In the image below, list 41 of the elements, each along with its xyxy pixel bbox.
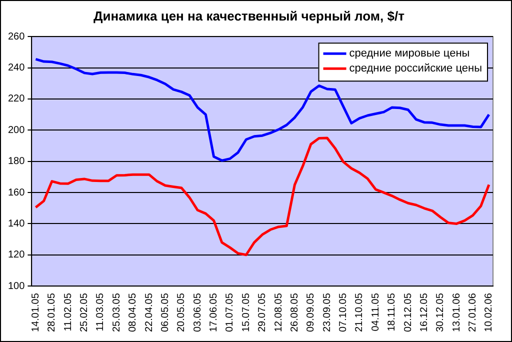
x-tick-label: 15.07.05 [240,292,252,332]
x-tick-label: 25.02.05 [79,292,90,332]
y-tick-label: 200 [8,124,26,136]
y-tick-label: 100 [8,280,26,292]
y-tick-label: 180 [8,156,26,168]
x-tick-label: 08.04.05 [128,292,139,332]
y-tick-label: 240 [8,62,26,74]
x-tick-label: 27.01.06 [468,292,479,332]
y-tick-label: 120 [8,250,26,261]
x-tick-label: 11.03.05 [95,292,106,332]
x-tick-label: 20.05.05 [176,292,188,332]
x-tick-label: 17.06.05 [208,292,220,332]
x-tick-label: 11.02.05 [62,292,74,332]
chart-title: Динамика цен на качественный черный лом, $/т [94,8,404,24]
legend-label: средние мировые цены [349,48,470,60]
x-tick-label: 25.03.05 [111,292,122,332]
x-tick-label: 04.11.05 [370,292,382,332]
x-tick-label: 12.08.05 [273,292,284,332]
x-tick-label: 01.07.05 [224,292,236,332]
x-tick-label: 21.10.05 [354,292,366,332]
x-tick-label: 13.01.06 [451,292,462,332]
x-tick-label: 14.01.05 [30,292,42,332]
x-tick-label: 30.12.05 [435,292,446,332]
x-tick-label: 16.12.05 [418,292,430,332]
x-tick-label: 07.10.05 [338,292,350,332]
x-tick-label: 22.04.05 [144,292,155,332]
y-tick-label: 220 [8,94,26,105]
x-tick-label: 18.11.05 [386,292,398,332]
y-tick-label: 260 [8,31,26,42]
legend-label: средние российские цены [349,62,482,75]
x-tick-label: 09.09.05 [306,292,317,332]
y-tick-label: 160 [8,187,26,198]
x-tick-label: 10.02.06 [484,292,495,332]
x-tick-label: 23.09.05 [322,292,333,332]
x-tick-label: 06.05.05 [160,292,171,332]
x-tick-label: 26.08.05 [289,292,300,332]
x-tick-label: 03.06.05 [192,292,204,332]
x-tick-label: 28.01.05 [46,292,58,332]
x-tick-label: 29.07.05 [257,292,268,332]
x-tick-label: 02.12.05 [402,292,414,332]
y-tick-label: 140 [8,218,26,230]
